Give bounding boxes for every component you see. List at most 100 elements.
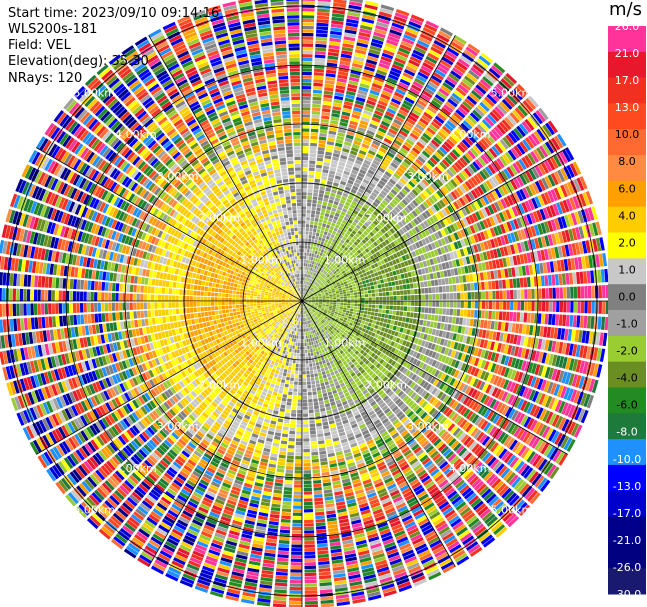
velocity-gate [351,200,358,206]
velocity-gate [370,120,380,127]
velocity-gate [380,279,385,284]
velocity-gate [391,315,396,320]
velocity-gate [343,36,356,42]
velocity-gate [303,287,304,292]
velocity-gate [404,96,415,105]
velocity-gate [443,323,448,331]
velocity-gate [358,31,371,38]
velocity-gate [354,246,359,252]
velocity-gate [304,280,307,285]
velocity-gate [552,287,556,299]
velocity-gate [393,301,397,306]
velocity-gate [315,380,320,384]
velocity-gate [317,346,321,351]
velocity-gate [506,290,510,300]
velocity-gate [339,294,344,297]
velocity-gate [339,121,348,127]
velocity-gate [367,311,371,315]
velocity-gate [449,285,453,292]
velocity-gate [470,309,475,318]
velocity-gate [351,63,363,69]
velocity-gate [424,23,438,33]
velocity-gate [495,311,500,320]
velocity-gate [436,112,447,122]
velocity-gate [437,62,450,72]
velocity-gate [378,305,383,309]
velocity-gate [412,49,425,58]
velocity-gate [356,238,361,244]
velocity-gate [583,315,588,329]
velocity-gate [417,325,423,332]
velocity-gate [341,111,351,117]
velocity-gate [306,252,310,257]
velocity-gate [370,86,381,93]
velocity-gate [383,114,394,121]
velocity-gate [348,76,360,83]
velocity-gate [364,65,376,72]
velocity-gate [377,214,384,221]
velocity-gate [311,235,316,240]
velocity-gate [352,143,360,149]
velocity-gate [586,270,591,284]
velocity-gate [336,264,341,268]
velocity-gate [319,379,324,384]
velocity-gate [329,37,341,43]
velocity-gate [306,293,309,297]
velocity-gate [345,238,350,244]
velocity-gate [396,153,405,161]
velocity-gate [466,133,477,144]
velocity-gate [322,302,326,304]
velocity-gate [364,290,368,294]
velocity-gate [367,322,372,327]
velocity-gate [399,285,404,290]
velocity-gate [403,34,416,42]
velocity-gate [320,411,327,416]
velocity-gate [427,159,436,168]
velocity-gate [481,310,485,319]
velocity-gate [318,397,324,402]
velocity-gate [451,148,461,158]
velocity-gate [350,306,354,309]
velocity-gate [359,209,366,215]
velocity-gate [537,275,542,287]
velocity-gate [388,271,394,277]
velocity-gate [455,317,460,325]
velocity-gate [466,95,478,106]
velocity-gate [352,311,357,315]
velocity-gate [419,319,424,326]
velocity-gate [330,210,336,216]
velocity-gate [548,313,553,325]
velocity-gate [336,299,340,301]
velocity-gate [319,186,326,191]
velocity-gate [408,166,417,175]
velocity-gate [304,277,306,281]
velocity-gate [415,172,423,181]
velocity-gate [414,306,418,313]
velocity-gate [348,241,353,246]
velocity-gate [318,350,322,354]
velocity-gate [334,197,341,203]
velocity-gate [316,26,329,31]
velocity-gate [346,90,356,96]
velocity-gate [389,201,396,208]
velocity-gate [374,272,379,277]
velocity-gate [438,109,449,119]
velocity-gate [360,307,365,311]
velocity-gate [329,195,335,201]
velocity-gate [305,234,309,239]
velocity-gate [420,281,425,288]
velocity-gate [313,366,317,370]
velocity-gate [410,289,415,295]
velocity-gate [427,280,432,287]
velocity-gate [456,143,466,154]
velocity-gate [303,273,305,277]
velocity-gate [386,214,393,221]
velocity-gate [309,149,317,154]
velocity-gate [402,311,407,317]
velocity-gate [424,129,434,138]
velocity-gate [445,101,456,111]
velocity-gate [465,117,475,128]
velocity-gate [386,181,394,188]
velocity-gate [310,373,315,378]
velocity-gate [310,348,313,353]
